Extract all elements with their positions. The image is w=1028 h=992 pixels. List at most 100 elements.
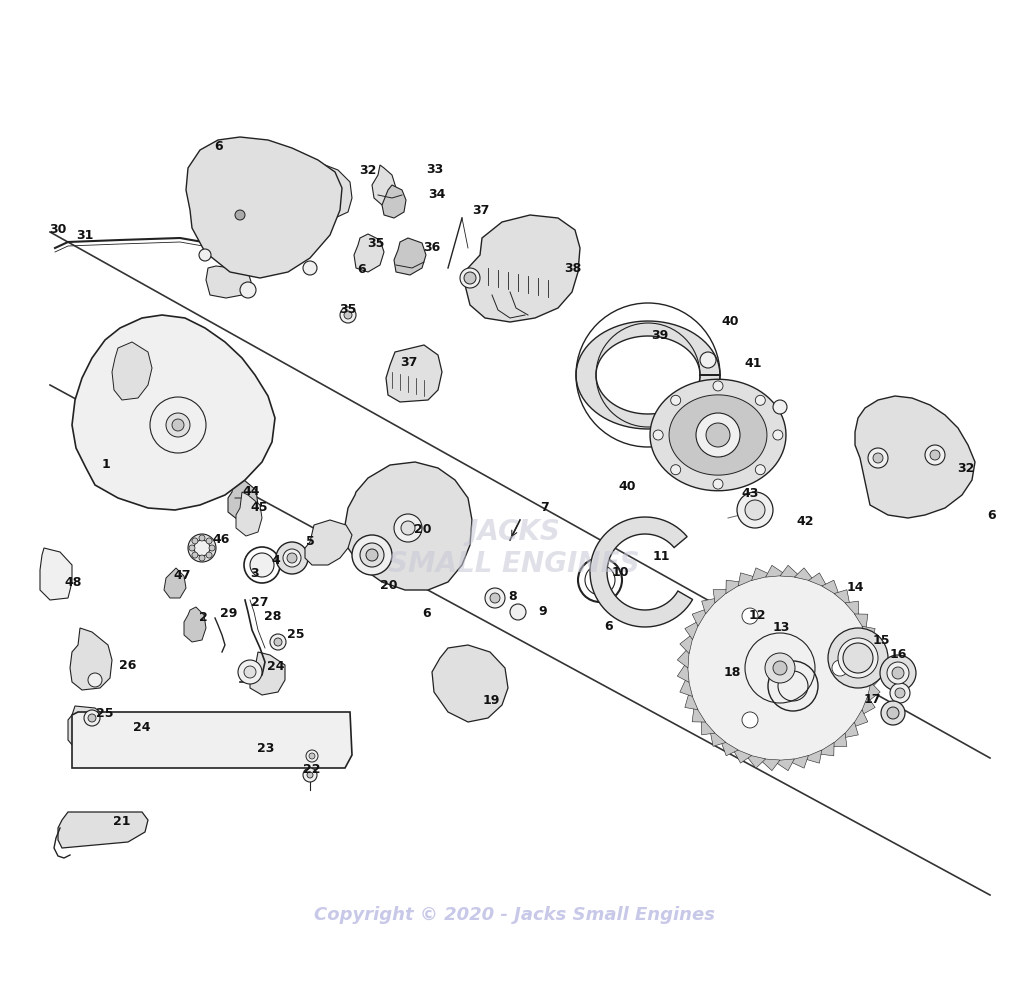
Circle shape bbox=[344, 311, 352, 319]
Polygon shape bbox=[726, 580, 744, 593]
Circle shape bbox=[209, 545, 215, 551]
Polygon shape bbox=[854, 614, 868, 632]
Polygon shape bbox=[859, 696, 875, 716]
Circle shape bbox=[206, 538, 212, 544]
Text: 34: 34 bbox=[429, 187, 445, 201]
Text: 14: 14 bbox=[846, 580, 865, 594]
Text: 48: 48 bbox=[65, 575, 81, 589]
Text: 9: 9 bbox=[539, 604, 547, 618]
Circle shape bbox=[460, 268, 480, 288]
Text: 18: 18 bbox=[724, 666, 740, 680]
Circle shape bbox=[235, 210, 245, 220]
Text: 32: 32 bbox=[958, 461, 975, 475]
Polygon shape bbox=[465, 215, 580, 322]
Polygon shape bbox=[68, 706, 108, 752]
Circle shape bbox=[150, 397, 206, 453]
Polygon shape bbox=[576, 321, 720, 429]
Circle shape bbox=[696, 413, 740, 457]
Text: 6: 6 bbox=[215, 140, 223, 154]
Text: 13: 13 bbox=[773, 621, 790, 635]
Text: 24: 24 bbox=[266, 660, 285, 674]
Polygon shape bbox=[680, 633, 694, 654]
Polygon shape bbox=[680, 676, 693, 696]
Polygon shape bbox=[685, 620, 700, 640]
Text: 20: 20 bbox=[413, 523, 432, 537]
Text: 36: 36 bbox=[424, 240, 440, 254]
Circle shape bbox=[895, 688, 905, 698]
Polygon shape bbox=[780, 565, 801, 577]
Text: 23: 23 bbox=[257, 742, 273, 756]
Circle shape bbox=[838, 638, 878, 678]
Circle shape bbox=[244, 666, 256, 678]
Text: 33: 33 bbox=[427, 163, 443, 177]
Polygon shape bbox=[228, 478, 258, 520]
Circle shape bbox=[199, 535, 205, 541]
Circle shape bbox=[700, 352, 715, 368]
Text: 20: 20 bbox=[379, 578, 398, 592]
Text: 25: 25 bbox=[96, 706, 114, 720]
Circle shape bbox=[464, 272, 476, 284]
Circle shape bbox=[765, 653, 795, 683]
Circle shape bbox=[192, 538, 198, 544]
Polygon shape bbox=[58, 812, 148, 848]
Circle shape bbox=[307, 772, 313, 778]
Polygon shape bbox=[432, 645, 508, 722]
Polygon shape bbox=[236, 492, 262, 536]
Text: 32: 32 bbox=[360, 164, 376, 178]
Text: 41: 41 bbox=[744, 356, 763, 370]
Polygon shape bbox=[386, 345, 442, 402]
Polygon shape bbox=[186, 137, 342, 278]
Polygon shape bbox=[795, 567, 815, 582]
Circle shape bbox=[756, 395, 765, 406]
Polygon shape bbox=[85, 396, 118, 442]
Text: 30: 30 bbox=[49, 222, 66, 236]
Polygon shape bbox=[871, 668, 883, 689]
Circle shape bbox=[745, 500, 765, 520]
Polygon shape bbox=[821, 580, 840, 597]
Text: 12: 12 bbox=[748, 608, 767, 622]
Text: 46: 46 bbox=[213, 533, 229, 547]
Circle shape bbox=[887, 707, 900, 719]
Text: 37: 37 bbox=[473, 203, 489, 217]
Polygon shape bbox=[72, 712, 352, 768]
Polygon shape bbox=[773, 759, 795, 771]
Polygon shape bbox=[72, 315, 276, 510]
Polygon shape bbox=[692, 704, 705, 722]
Polygon shape bbox=[720, 739, 738, 756]
Circle shape bbox=[737, 492, 773, 528]
Polygon shape bbox=[738, 572, 758, 586]
Circle shape bbox=[340, 307, 356, 323]
Polygon shape bbox=[759, 759, 780, 771]
Text: 35: 35 bbox=[368, 236, 384, 250]
Circle shape bbox=[88, 714, 96, 722]
Text: JACKS
SMALL ENGINES: JACKS SMALL ENGINES bbox=[389, 518, 639, 578]
Circle shape bbox=[306, 750, 318, 762]
Circle shape bbox=[303, 768, 317, 782]
Text: 19: 19 bbox=[483, 693, 500, 707]
Polygon shape bbox=[692, 608, 709, 626]
Circle shape bbox=[366, 549, 378, 561]
Polygon shape bbox=[685, 690, 698, 709]
Polygon shape bbox=[677, 647, 690, 668]
Circle shape bbox=[887, 662, 909, 684]
Text: 10: 10 bbox=[611, 565, 629, 579]
Text: 38: 38 bbox=[564, 262, 581, 276]
Circle shape bbox=[303, 261, 317, 275]
Circle shape bbox=[670, 464, 681, 475]
Circle shape bbox=[890, 683, 910, 703]
Text: 44: 44 bbox=[242, 484, 260, 498]
Polygon shape bbox=[855, 396, 975, 518]
Polygon shape bbox=[112, 342, 152, 400]
Circle shape bbox=[773, 400, 787, 414]
Polygon shape bbox=[871, 654, 883, 675]
Circle shape bbox=[194, 540, 210, 556]
Polygon shape bbox=[709, 729, 726, 746]
Circle shape bbox=[240, 282, 256, 298]
Text: 28: 28 bbox=[264, 609, 281, 623]
Circle shape bbox=[394, 514, 423, 542]
Polygon shape bbox=[394, 238, 426, 275]
Polygon shape bbox=[70, 628, 112, 690]
Text: 45: 45 bbox=[250, 501, 268, 515]
Circle shape bbox=[868, 448, 888, 468]
Text: 8: 8 bbox=[509, 589, 517, 603]
